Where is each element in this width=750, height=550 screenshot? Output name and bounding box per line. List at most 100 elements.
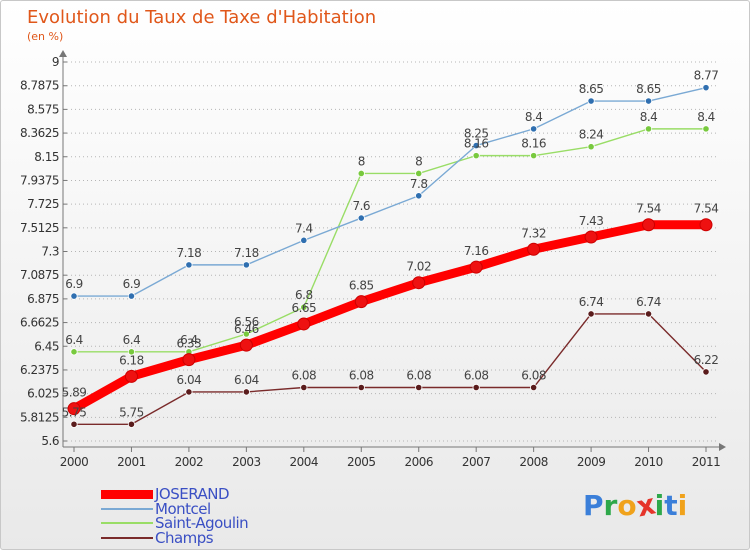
data-label-montcel: 8.65: [636, 82, 661, 96]
x-tick-label: 2000: [60, 455, 89, 469]
data-label-saint-agoulin: 6.8: [295, 288, 313, 302]
axis-layer: 5.6 5.8125 6.025 6.2375 6.45 6.6625 6.875 7.087…: [20, 50, 726, 469]
data-point-champs: [644, 310, 653, 318]
data-label-saint-agoulin: 8.24: [579, 128, 604, 142]
x-tick-label: 2001: [117, 455, 146, 469]
data-label-joserand: 7.02: [406, 260, 431, 274]
data-point-montcel: [415, 192, 423, 200]
x-tick-label: 2006: [404, 455, 433, 469]
data-point-montcel: [530, 125, 538, 133]
data-point-montcel: [472, 142, 480, 150]
y-tick-label: 5.6: [41, 434, 59, 448]
data-label-champs: 6.74: [579, 295, 604, 309]
x-tick-label: 2010: [634, 455, 663, 469]
data-point-joserand: [642, 218, 656, 232]
data-label-layer: 5.75 5.75 6.04 6.04 6.08 6.08 6.08 6.08 6.08 6.74…: [62, 69, 719, 420]
legend-item-montcel: Montcel: [101, 501, 211, 517]
data-point-champs: [70, 420, 78, 428]
x-tick-label: 2011: [692, 455, 721, 469]
x-tick-label: 2009: [577, 455, 606, 469]
data-label-saint-agoulin: 8.16: [521, 137, 546, 151]
y-tick-label: 7.0875: [20, 268, 59, 282]
data-label-champs: 6.74: [636, 295, 661, 309]
data-label-saint-agoulin: 8.4: [640, 110, 658, 124]
data-point-saint-agoulin: [530, 152, 538, 160]
x-tick-label: 2007: [462, 455, 491, 469]
legend-swatch-joserand: [101, 489, 153, 499]
data-point-champs: [185, 388, 193, 396]
logo-letter: t: [664, 489, 678, 522]
y-tick-label: 7.9375: [20, 173, 59, 187]
data-label-joserand: 6.33: [177, 337, 202, 351]
x-tick-label: 2005: [347, 455, 376, 469]
data-label-champs: 6.08: [521, 368, 546, 382]
legend-label-saint-agoulin: Saint-Agoulin: [155, 514, 249, 532]
data-point-champs: [242, 388, 250, 396]
y-axis-arrow: [59, 50, 67, 57]
data-label-joserand: 7.16: [464, 244, 489, 258]
y-tick-label: 6.2375: [20, 363, 59, 377]
data-point-champs: [127, 420, 136, 428]
data-point-joserand: [239, 338, 253, 352]
legend-swatch-montcel: [101, 508, 153, 510]
data-label-montcel: 7.8: [410, 177, 428, 191]
data-point-champs: [472, 383, 480, 392]
data-point-montcel: [300, 236, 308, 244]
data-point-champs: [357, 383, 365, 392]
y-tick-label: 7.725: [27, 197, 59, 211]
x-tick-label: 2008: [519, 455, 548, 469]
data-label-champs: 5.75: [119, 405, 144, 419]
data-label-champs: 6.04: [177, 373, 202, 387]
y-tick-label: 6.6625: [20, 316, 59, 330]
logo-letter: i: [654, 489, 665, 522]
data-point-joserand: [412, 276, 426, 290]
data-point-joserand: [124, 369, 138, 383]
proxiti-logo: Proxiti: [583, 487, 687, 523]
data-point-joserand: [182, 353, 196, 367]
legend-swatch-champs: [101, 537, 153, 539]
y-tick-label: 9: [52, 55, 59, 69]
data-point-montcel: [644, 97, 653, 105]
series-layer: [67, 84, 713, 428]
data-label-joserand: 6.85: [349, 279, 374, 293]
legend-swatch-saint-agoulin: [101, 522, 153, 524]
y-tick-label: 7.3: [41, 245, 59, 259]
data-point-joserand: [297, 317, 311, 331]
y-tick-label: 6.45: [34, 339, 59, 353]
legend-item-saint-agoulin: Saint-Agoulin: [101, 514, 249, 532]
data-point-montcel: [702, 84, 710, 92]
data-label-champs: 5.75: [62, 405, 87, 419]
x-tick-label: 2003: [232, 455, 261, 469]
data-label-saint-agoulin: 6.4: [123, 333, 141, 347]
logo-letter: r: [603, 489, 618, 522]
data-label-joserand: 6.65: [291, 301, 316, 315]
data-label-joserand: 7.54: [636, 202, 661, 216]
x-axis-arrow: [719, 443, 726, 451]
grid-layer: [63, 61, 719, 442]
y-tick-label: 7.5125: [20, 221, 59, 235]
data-label-montcel: 6.9: [65, 277, 83, 291]
data-label-champs: 6.08: [291, 368, 316, 382]
data-point-saint-agoulin: [300, 303, 308, 311]
data-point-joserand: [67, 402, 81, 416]
data-point-saint-agoulin: [415, 169, 423, 178]
data-point-champs: [530, 383, 538, 392]
legend-item-champs: Champs: [101, 529, 214, 547]
series-line-montcel: [73, 86, 707, 297]
chart-subtitle: (en %): [27, 30, 64, 43]
data-point-saint-agoulin: [587, 143, 595, 151]
data-label-montcel: 8.77: [694, 69, 719, 83]
legend-label-montcel: Montcel: [155, 500, 211, 518]
data-label-montcel: 7.6: [352, 199, 370, 213]
logo-letter: o: [617, 489, 637, 522]
data-label-montcel: 8.25: [464, 127, 489, 141]
data-point-saint-agoulin: [472, 152, 480, 160]
data-label-champs: 6.08: [406, 368, 431, 382]
legend-label-joserand: JOSERAND: [155, 485, 230, 503]
legend-label-champs: Champs: [155, 529, 214, 547]
data-label-champs: 6.22: [694, 353, 719, 367]
x-tick-label: 2002: [175, 455, 204, 469]
y-tick-label: 6.875: [27, 292, 59, 306]
